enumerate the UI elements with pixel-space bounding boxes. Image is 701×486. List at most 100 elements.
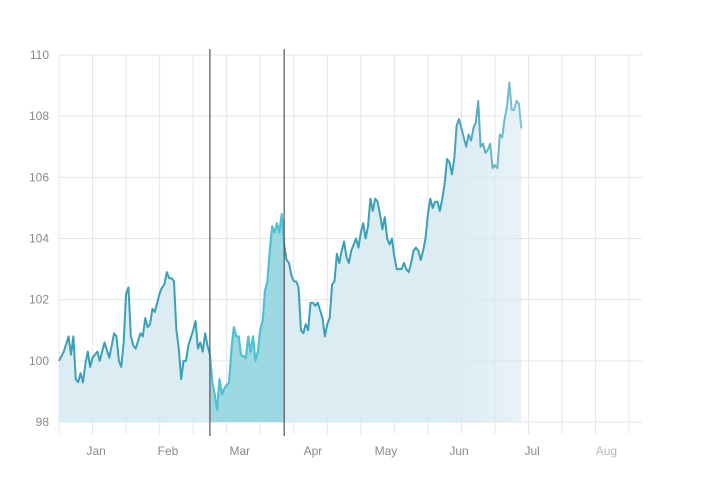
data-point bbox=[164, 284, 166, 286]
data-point bbox=[173, 281, 175, 283]
data-point bbox=[408, 271, 410, 273]
data-point bbox=[444, 183, 446, 185]
data-point bbox=[338, 262, 340, 264]
data-point bbox=[470, 140, 472, 142]
brush[interactable] bbox=[209, 49, 285, 436]
data-point bbox=[504, 118, 506, 120]
data-point bbox=[441, 198, 443, 200]
data-point bbox=[188, 345, 190, 347]
data-point bbox=[286, 259, 288, 261]
data-point bbox=[233, 326, 235, 328]
data-point bbox=[142, 336, 144, 338]
data-point bbox=[118, 360, 120, 362]
x-tick-label: Feb bbox=[158, 444, 179, 458]
data-point bbox=[305, 323, 307, 325]
data-point bbox=[185, 360, 187, 362]
x-tick-label: Jun bbox=[449, 444, 468, 458]
brush-selection-line bbox=[208, 213, 286, 411]
data-point bbox=[228, 381, 230, 383]
data-point bbox=[200, 342, 202, 344]
y-tick-label: 98 bbox=[36, 415, 50, 429]
data-point bbox=[99, 360, 101, 362]
data-point bbox=[147, 326, 149, 328]
data-point bbox=[449, 161, 451, 163]
data-point bbox=[80, 372, 82, 374]
data-point bbox=[346, 256, 348, 258]
data-point bbox=[152, 308, 154, 310]
data-point bbox=[451, 173, 453, 175]
data-point bbox=[178, 348, 180, 350]
y-axis-ticks: 98 100 102 104 106 108 110 bbox=[29, 48, 49, 429]
data-point bbox=[334, 281, 336, 283]
data-point bbox=[521, 128, 523, 130]
data-point bbox=[82, 381, 84, 383]
data-point bbox=[68, 336, 70, 338]
data-point bbox=[350, 250, 352, 252]
data-point bbox=[104, 342, 106, 344]
data-point bbox=[437, 201, 439, 203]
data-point bbox=[197, 348, 199, 350]
data-point bbox=[154, 311, 156, 313]
data-point bbox=[360, 232, 362, 234]
data-point bbox=[156, 302, 158, 304]
data-point bbox=[312, 302, 314, 304]
data-point bbox=[247, 336, 249, 338]
data-point bbox=[362, 222, 364, 224]
data-point bbox=[329, 317, 331, 319]
data-point bbox=[238, 336, 240, 338]
data-point bbox=[406, 268, 408, 270]
data-point bbox=[341, 250, 343, 252]
data-point bbox=[259, 329, 261, 331]
data-point bbox=[432, 207, 434, 209]
y-tick-label: 100 bbox=[29, 354, 49, 368]
data-point bbox=[497, 167, 499, 169]
data-point bbox=[439, 210, 441, 212]
data-point bbox=[398, 268, 400, 270]
data-point bbox=[324, 336, 326, 338]
data-point bbox=[271, 225, 273, 227]
data-point bbox=[87, 351, 89, 353]
data-point bbox=[487, 149, 489, 151]
data-point bbox=[501, 137, 503, 139]
data-point bbox=[458, 118, 460, 120]
data-point bbox=[310, 302, 312, 304]
data-point bbox=[161, 287, 163, 289]
data-point bbox=[135, 348, 137, 350]
data-point bbox=[391, 238, 393, 240]
data-point bbox=[465, 146, 467, 148]
data-point bbox=[485, 152, 487, 154]
data-point bbox=[89, 366, 91, 368]
data-point bbox=[427, 213, 429, 215]
data-point bbox=[307, 329, 309, 331]
data-point bbox=[384, 216, 386, 218]
data-point bbox=[482, 143, 484, 145]
data-point bbox=[257, 351, 259, 353]
data-point bbox=[353, 244, 355, 246]
data-point bbox=[298, 287, 300, 289]
data-point bbox=[207, 345, 209, 347]
data-point bbox=[358, 247, 360, 249]
data-point bbox=[468, 134, 470, 136]
data-point bbox=[192, 329, 194, 331]
data-point bbox=[315, 305, 317, 307]
data-point bbox=[473, 128, 475, 130]
data-point bbox=[379, 213, 381, 215]
data-point bbox=[422, 250, 424, 252]
data-point bbox=[132, 345, 134, 347]
data-point bbox=[343, 241, 345, 243]
plot-area bbox=[58, 81, 523, 422]
data-point bbox=[113, 333, 115, 335]
x-tick-label: Jul bbox=[524, 444, 539, 458]
data-point bbox=[281, 213, 283, 215]
data-point bbox=[255, 360, 257, 362]
data-point bbox=[518, 103, 520, 105]
data-point bbox=[446, 158, 448, 160]
data-point bbox=[204, 333, 206, 335]
data-point bbox=[97, 351, 99, 353]
data-point bbox=[202, 351, 204, 353]
data-point bbox=[262, 320, 264, 322]
data-point bbox=[235, 336, 237, 338]
data-point bbox=[509, 82, 511, 84]
data-point bbox=[269, 250, 271, 252]
data-point bbox=[506, 106, 508, 108]
